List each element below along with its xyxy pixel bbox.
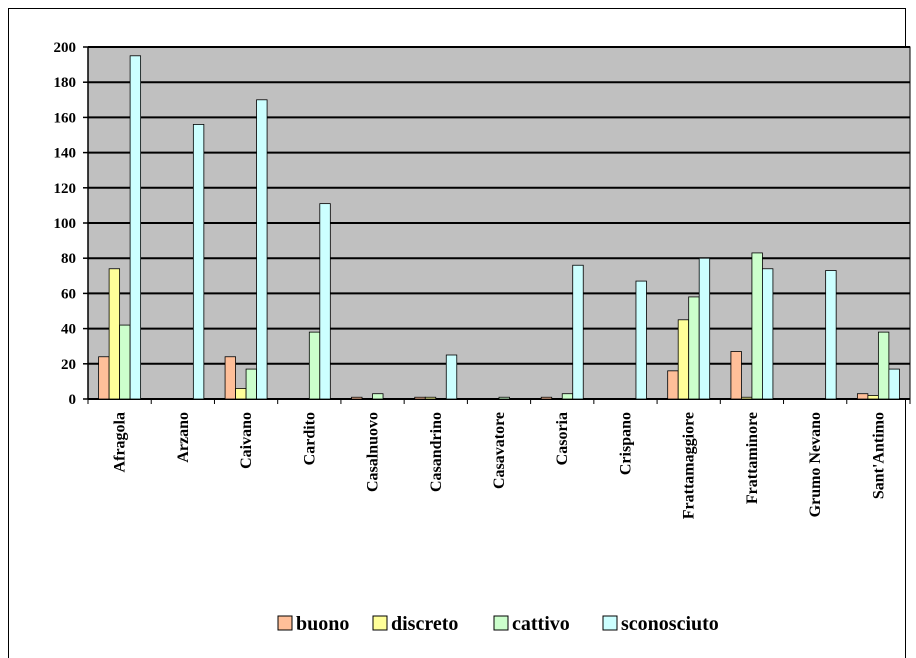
bar-discreto: [108, 268, 121, 400]
bar-cattivo: [119, 324, 131, 400]
x-category-label: Frattamaggiore: [681, 412, 698, 519]
bar-discreto: [741, 396, 753, 400]
x-category-label: Grumo Nevano: [807, 412, 824, 517]
bar-sconosciuto: [192, 124, 205, 400]
bar-cattivo: [498, 396, 510, 400]
y-tick-label: 20: [61, 357, 76, 373]
bar-sconosciuto: [698, 257, 711, 400]
y-tick-label: 200: [54, 40, 77, 56]
x-category-label: Caivano: [238, 412, 255, 469]
bar-discreto: [677, 319, 690, 400]
y-tick-label: 120: [54, 181, 77, 197]
bar-sconosciuto: [888, 368, 900, 400]
y-tick-label: 160: [54, 110, 77, 126]
bar-buono: [540, 396, 553, 400]
y-tick-label: 140: [54, 146, 77, 162]
legend-label-buono: buono: [296, 613, 349, 635]
y-tick-label: 60: [61, 286, 76, 302]
bar-discreto: [867, 395, 879, 400]
bar-buono: [667, 370, 679, 400]
bar-sconosciuto: [825, 270, 837, 400]
legend-swatch-buono: [277, 615, 293, 631]
bar-sconosciuto: [256, 99, 268, 400]
legend-label-discreto: discreto: [391, 613, 458, 635]
bar-sconosciuto: [129, 55, 142, 400]
x-category-label: Casalnuovo: [365, 412, 382, 492]
bar-buono: [351, 396, 363, 400]
bar-cattivo: [372, 393, 384, 400]
legend-swatch-cattivo: [493, 615, 509, 631]
legend-label-cattivo: cattivo: [512, 613, 570, 635]
bar-sconosciuto: [445, 354, 458, 400]
bar-cattivo: [877, 331, 890, 400]
bar-cattivo: [308, 331, 321, 400]
bar-sconosciuto: [635, 280, 647, 400]
bar-discreto: [424, 396, 437, 400]
bar-sconosciuto: [762, 268, 774, 400]
bar-buono: [856, 393, 869, 400]
legend-swatch-discreto: [372, 615, 388, 631]
bar-cattivo: [688, 296, 700, 400]
bar-sconosciuto: [572, 264, 584, 400]
y-tick-label: 80: [61, 251, 76, 267]
x-category-label: Crispano: [617, 412, 634, 475]
x-category-label: Casavatore: [491, 412, 508, 489]
bar-buono: [730, 351, 742, 400]
x-category-label: Sant'Antimo: [870, 412, 887, 499]
x-category-label: Cardito: [301, 412, 318, 465]
legend-swatch-sconosciuto: [602, 615, 618, 631]
bar-cattivo: [561, 393, 574, 400]
y-tick-label: 100: [54, 216, 77, 232]
bar-discreto: [235, 388, 247, 400]
x-category-label: Casoria: [554, 412, 571, 465]
legend-label-sconosciuto: sconosciuto: [621, 613, 719, 635]
y-tick-label: 0: [69, 392, 77, 408]
bar-cattivo: [245, 368, 257, 400]
y-tick-label: 180: [54, 75, 77, 91]
bar-cattivo: [751, 252, 763, 400]
bar-buono: [224, 356, 236, 400]
x-category-label: Frattaminore: [744, 412, 761, 504]
bar-sconosciuto: [319, 203, 331, 400]
x-category-label: Casandrino: [428, 412, 445, 492]
bar-buono: [414, 396, 426, 400]
y-tick-label: 40: [61, 322, 76, 338]
x-category-label: Arzano: [175, 412, 192, 463]
x-category-label: Afragola: [112, 412, 129, 472]
bar-buono: [98, 356, 110, 400]
